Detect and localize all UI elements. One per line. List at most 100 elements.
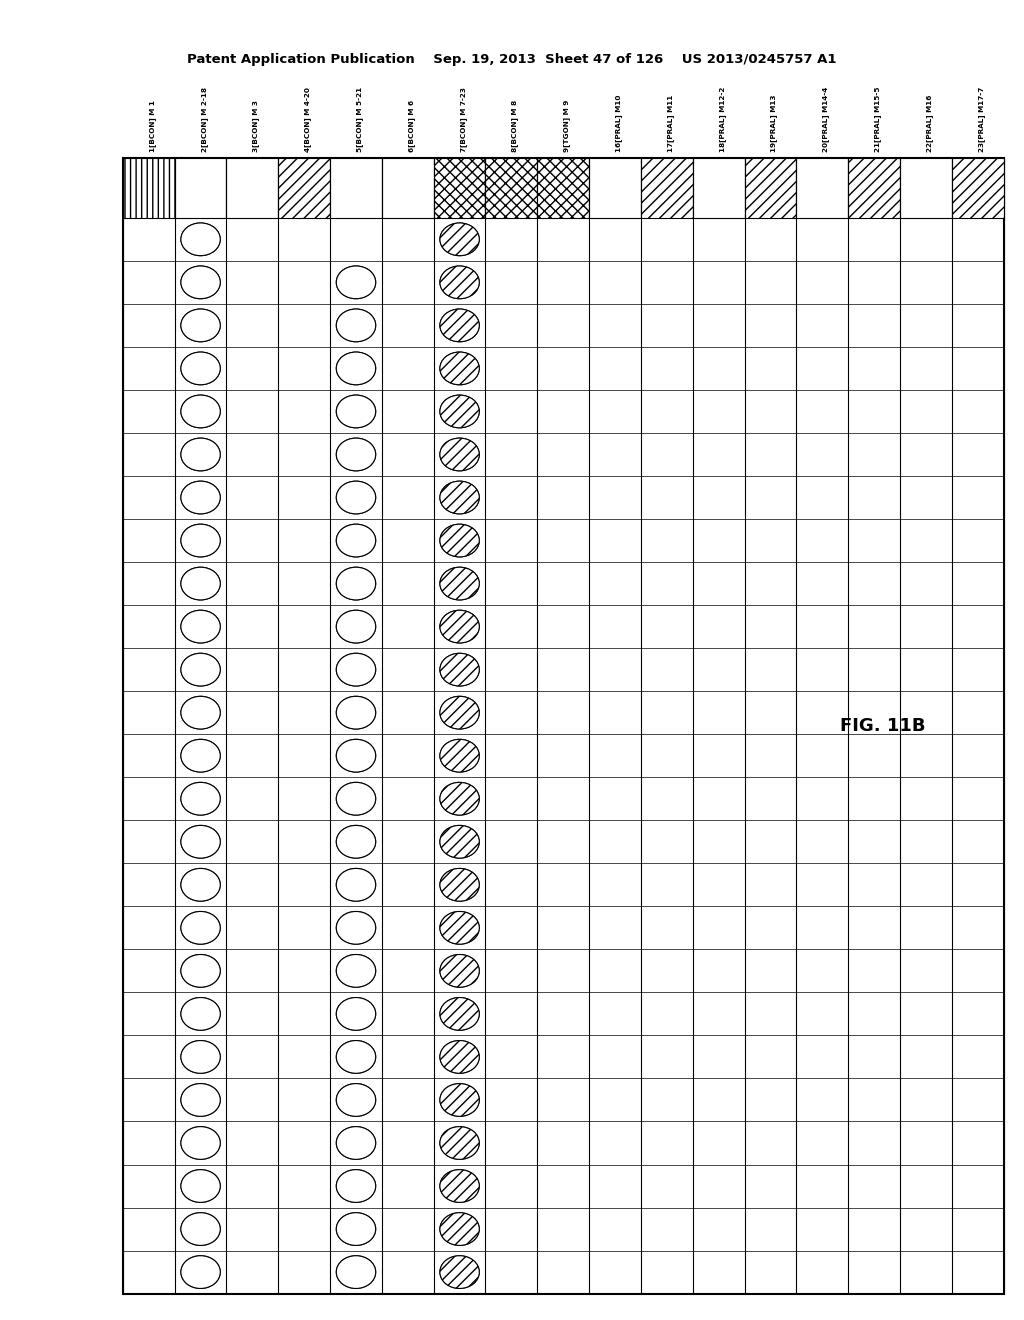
Ellipse shape: [336, 1040, 376, 1073]
Ellipse shape: [440, 912, 479, 944]
Bar: [279, 158, 330, 218]
Ellipse shape: [440, 783, 479, 814]
Ellipse shape: [336, 869, 376, 902]
Ellipse shape: [181, 352, 220, 384]
Ellipse shape: [336, 954, 376, 987]
Ellipse shape: [440, 1084, 479, 1117]
Ellipse shape: [440, 998, 479, 1030]
Bar: [848, 158, 900, 218]
Ellipse shape: [440, 438, 479, 471]
Ellipse shape: [440, 869, 479, 902]
Ellipse shape: [181, 1127, 220, 1159]
Ellipse shape: [440, 524, 479, 557]
Text: 6[BCON] M 6: 6[BCON] M 6: [408, 100, 415, 152]
Ellipse shape: [336, 524, 376, 557]
Ellipse shape: [440, 1084, 479, 1117]
Text: 1[BCON] M 1: 1[BCON] M 1: [148, 100, 156, 152]
Ellipse shape: [336, 610, 376, 643]
Ellipse shape: [336, 653, 376, 686]
Ellipse shape: [336, 482, 376, 513]
Ellipse shape: [440, 1255, 479, 1288]
Ellipse shape: [181, 482, 220, 513]
Ellipse shape: [181, 309, 220, 342]
Ellipse shape: [336, 309, 376, 342]
Ellipse shape: [440, 352, 479, 384]
Ellipse shape: [440, 568, 479, 599]
Ellipse shape: [336, 1213, 376, 1245]
Ellipse shape: [440, 395, 479, 428]
Ellipse shape: [440, 1127, 479, 1159]
Ellipse shape: [440, 1255, 479, 1288]
Ellipse shape: [181, 912, 220, 944]
Ellipse shape: [440, 267, 479, 298]
Ellipse shape: [336, 912, 376, 944]
Ellipse shape: [181, 309, 220, 342]
Ellipse shape: [336, 267, 376, 298]
Ellipse shape: [440, 825, 479, 858]
Ellipse shape: [336, 825, 376, 858]
Ellipse shape: [336, 267, 376, 298]
Ellipse shape: [181, 739, 220, 772]
Ellipse shape: [181, 267, 220, 298]
Ellipse shape: [336, 825, 376, 858]
Ellipse shape: [336, 1084, 376, 1117]
Text: FIG. 11B: FIG. 11B: [840, 717, 925, 735]
Ellipse shape: [336, 1213, 376, 1245]
Ellipse shape: [181, 568, 220, 599]
Ellipse shape: [336, 998, 376, 1030]
Ellipse shape: [181, 697, 220, 729]
Bar: [123, 158, 175, 218]
Ellipse shape: [440, 1127, 479, 1159]
Ellipse shape: [440, 954, 479, 987]
Ellipse shape: [181, 1040, 220, 1073]
Ellipse shape: [181, 223, 220, 256]
Ellipse shape: [181, 825, 220, 858]
Ellipse shape: [440, 352, 479, 384]
Ellipse shape: [440, 610, 479, 643]
Ellipse shape: [181, 653, 220, 686]
Ellipse shape: [336, 1170, 376, 1203]
Bar: [226, 158, 279, 218]
Bar: [900, 158, 951, 218]
Text: 18[PRAL] M12-2: 18[PRAL] M12-2: [719, 86, 726, 152]
Ellipse shape: [336, 1255, 376, 1288]
Ellipse shape: [440, 309, 479, 342]
Ellipse shape: [336, 998, 376, 1030]
Ellipse shape: [181, 1084, 220, 1117]
Ellipse shape: [440, 267, 479, 298]
Ellipse shape: [336, 697, 376, 729]
Ellipse shape: [440, 739, 479, 772]
Ellipse shape: [440, 653, 479, 686]
Ellipse shape: [181, 223, 220, 256]
Ellipse shape: [440, 1170, 479, 1203]
Ellipse shape: [440, 482, 479, 513]
Ellipse shape: [181, 524, 220, 557]
Ellipse shape: [181, 653, 220, 686]
Ellipse shape: [181, 783, 220, 814]
Ellipse shape: [336, 568, 376, 599]
Ellipse shape: [181, 1170, 220, 1203]
Ellipse shape: [181, 869, 220, 902]
Ellipse shape: [440, 825, 479, 858]
Ellipse shape: [440, 1170, 479, 1203]
Ellipse shape: [336, 869, 376, 902]
Ellipse shape: [336, 1127, 376, 1159]
Ellipse shape: [181, 869, 220, 902]
Ellipse shape: [181, 395, 220, 428]
Ellipse shape: [336, 610, 376, 643]
Text: 17[PRAL] M11: 17[PRAL] M11: [667, 95, 674, 152]
Bar: [485, 158, 538, 218]
Ellipse shape: [181, 954, 220, 987]
Text: 5[BCON] M 5-21: 5[BCON] M 5-21: [356, 87, 362, 152]
Ellipse shape: [336, 1127, 376, 1159]
Ellipse shape: [336, 697, 376, 729]
Ellipse shape: [440, 223, 479, 256]
Ellipse shape: [181, 1084, 220, 1117]
Ellipse shape: [440, 524, 479, 557]
Ellipse shape: [440, 223, 479, 256]
Ellipse shape: [336, 438, 376, 471]
Ellipse shape: [181, 1127, 220, 1159]
Ellipse shape: [440, 1040, 479, 1073]
Bar: [434, 158, 485, 218]
Ellipse shape: [181, 1213, 220, 1245]
